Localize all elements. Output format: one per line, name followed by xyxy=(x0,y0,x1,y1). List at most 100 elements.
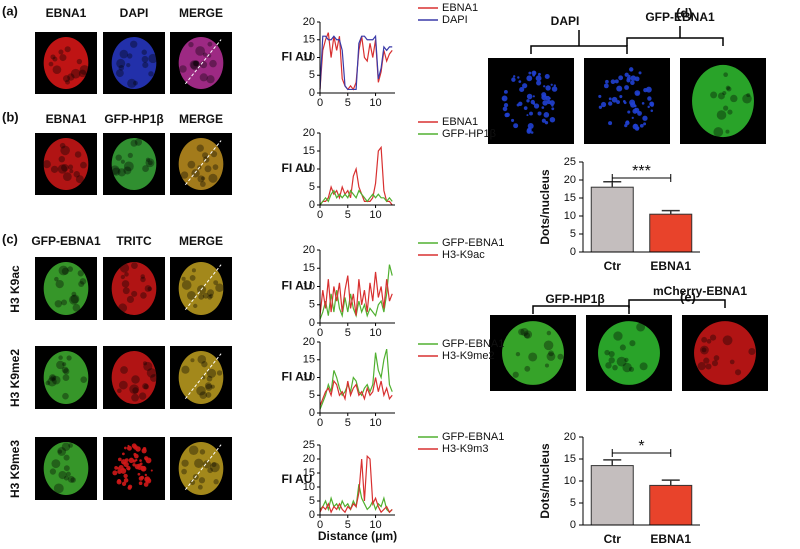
y-axis-label: Dots/nucleus xyxy=(538,443,552,519)
speckle xyxy=(626,76,631,81)
speckle xyxy=(603,83,609,89)
y-tick-label: 20 xyxy=(564,174,576,186)
x-tick-label: 5 xyxy=(345,209,351,221)
spot xyxy=(69,169,74,174)
speckle xyxy=(513,123,519,129)
spot xyxy=(199,391,208,400)
spot xyxy=(209,59,217,68)
spot xyxy=(117,388,122,394)
spot xyxy=(45,380,51,386)
y-tick-label: 5 xyxy=(570,497,576,509)
y-tick-label: 15 xyxy=(564,192,576,204)
spot xyxy=(608,350,615,358)
spot xyxy=(61,163,69,172)
spot xyxy=(65,79,71,85)
spot xyxy=(73,171,81,178)
legend-label: EBNA1 xyxy=(442,2,478,14)
spot xyxy=(179,65,187,73)
spot xyxy=(59,54,67,62)
speckle xyxy=(530,131,534,134)
x-tick-label: Ctr xyxy=(604,259,622,273)
speckle xyxy=(541,92,547,98)
series-line xyxy=(319,377,393,407)
speckle xyxy=(551,107,555,111)
nucleus xyxy=(694,321,756,385)
y-tick-label: 10 xyxy=(303,371,315,383)
spot xyxy=(64,46,71,53)
speckle xyxy=(542,100,548,106)
micrograph xyxy=(35,133,97,195)
spot xyxy=(79,65,90,75)
y-tick-label: 15 xyxy=(303,145,315,157)
x-tick-label: 10 xyxy=(369,327,381,339)
y-tick-label: 5 xyxy=(309,181,315,193)
spot xyxy=(181,459,189,467)
spot xyxy=(62,392,69,400)
spot xyxy=(188,41,194,48)
image-header: DAPI xyxy=(551,14,580,28)
spot xyxy=(67,164,74,170)
y-tick-label: 0 xyxy=(309,199,315,211)
spot xyxy=(208,293,214,299)
spot xyxy=(727,109,733,115)
speckle xyxy=(605,79,609,84)
spot xyxy=(197,484,203,490)
spot xyxy=(149,374,158,382)
speckle xyxy=(623,101,627,105)
spot xyxy=(199,449,206,455)
y-axis-label: FI AU xyxy=(282,50,313,64)
axes xyxy=(319,445,395,516)
spot xyxy=(76,58,83,65)
spot xyxy=(63,465,70,472)
spot xyxy=(72,303,81,312)
speckle xyxy=(127,467,131,471)
spot xyxy=(524,365,531,372)
spot xyxy=(629,340,636,347)
spot xyxy=(701,336,708,343)
spot xyxy=(193,60,200,67)
spot xyxy=(523,330,533,339)
y-tick-label: 15 xyxy=(303,467,315,479)
spot xyxy=(196,386,206,396)
spot xyxy=(729,359,735,365)
y-tick-label: 5 xyxy=(309,495,315,507)
spot xyxy=(189,60,199,69)
spot xyxy=(50,54,56,60)
y-tick-label: 15 xyxy=(303,34,315,46)
bar xyxy=(649,213,693,253)
significance-bracket xyxy=(611,449,672,457)
speckle xyxy=(643,122,647,126)
speckle xyxy=(633,123,637,127)
bracket xyxy=(532,305,630,314)
spot xyxy=(118,380,128,390)
spot xyxy=(80,161,87,169)
speckle xyxy=(630,102,636,108)
speckle xyxy=(550,83,553,86)
speckle xyxy=(533,71,536,74)
spot xyxy=(706,338,712,344)
spot xyxy=(143,384,149,390)
spot xyxy=(77,270,84,277)
spot xyxy=(520,327,529,337)
speckle xyxy=(144,473,148,477)
spot xyxy=(622,362,632,373)
y-axis-label: FI AU xyxy=(282,279,313,293)
spot xyxy=(181,468,187,475)
series-line xyxy=(319,484,393,514)
y-tick-label: 20 xyxy=(564,431,576,443)
spot xyxy=(703,357,710,364)
spot xyxy=(206,75,215,84)
y-tick-label: 15 xyxy=(303,262,315,274)
speckle xyxy=(630,75,637,81)
spot xyxy=(734,369,742,376)
speckle xyxy=(124,458,129,463)
spot xyxy=(146,368,157,378)
y-axis-label: Dots/nucleus xyxy=(538,169,552,245)
spot xyxy=(186,291,196,300)
speckle xyxy=(128,484,133,489)
spot xyxy=(51,375,61,385)
speckle xyxy=(628,74,631,78)
spot xyxy=(112,167,121,176)
speckle xyxy=(128,457,135,464)
spot xyxy=(212,164,219,170)
